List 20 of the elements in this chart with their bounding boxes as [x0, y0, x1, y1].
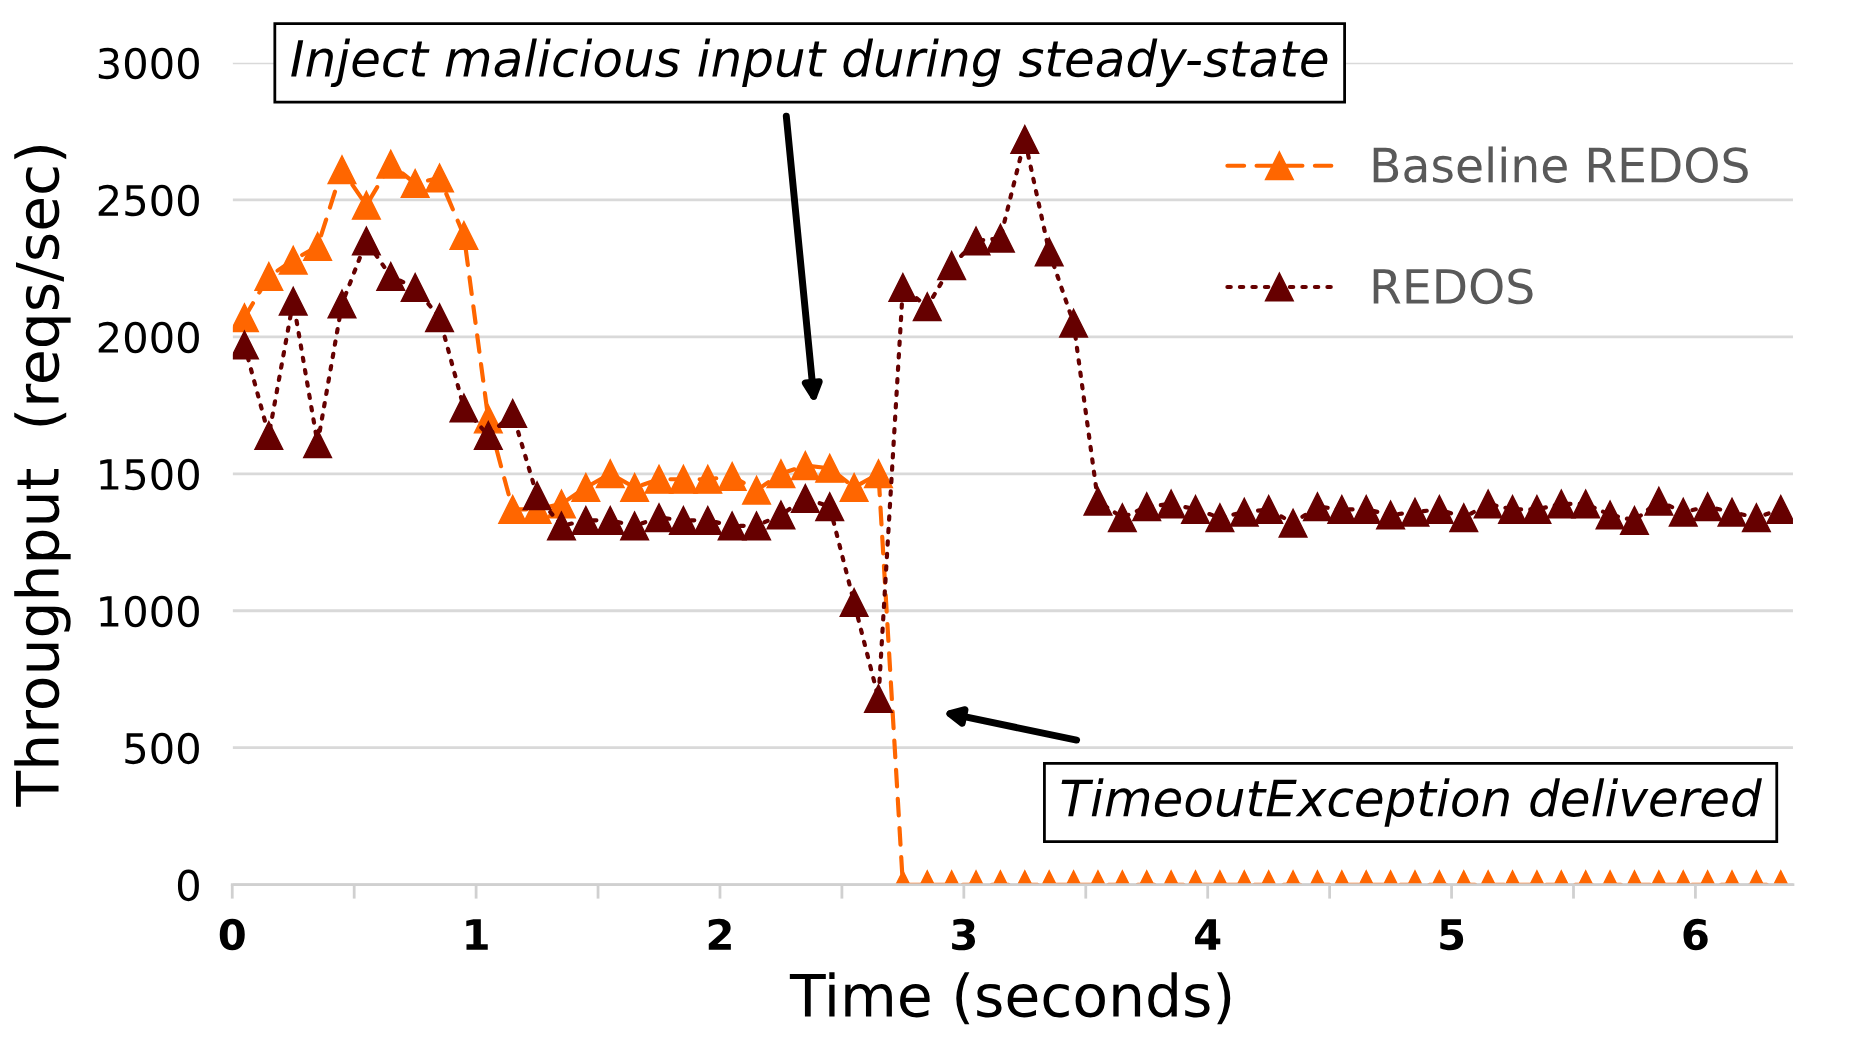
legend-label: Baseline REDOS	[1373, 146, 1748, 183]
x-tick-label: 1	[466, 919, 488, 950]
y-axis-title: Throughput (reqs/sec)	[14, 146, 71, 807]
y-tick-label: 3000	[98, 47, 199, 80]
x-tick-label: 0	[219, 918, 245, 951]
y-tick-label: 1500	[100, 458, 199, 491]
y-tick-label: 0	[177, 869, 199, 902]
y-tick-label: 2000	[98, 321, 199, 354]
annotation: Inject malicious input during steady-state	[291, 38, 1328, 88]
x-tick-label: 6	[1683, 918, 1708, 951]
x-tick-label: 3	[952, 918, 976, 951]
y-tick-label: 500	[125, 732, 199, 765]
legend-label: REDOS	[1373, 268, 1533, 305]
annotation: TimeoutException delivered	[1061, 778, 1762, 827]
y-tick-label: 2500	[98, 184, 199, 217]
x-tick-label: 5	[1440, 919, 1464, 951]
x-axis-title: Time (seconds)	[789, 972, 1231, 1025]
y-tick-label: 1000	[100, 595, 199, 628]
x-tick-label: 2	[708, 918, 731, 950]
x-tick-label: 4	[1195, 919, 1221, 950]
